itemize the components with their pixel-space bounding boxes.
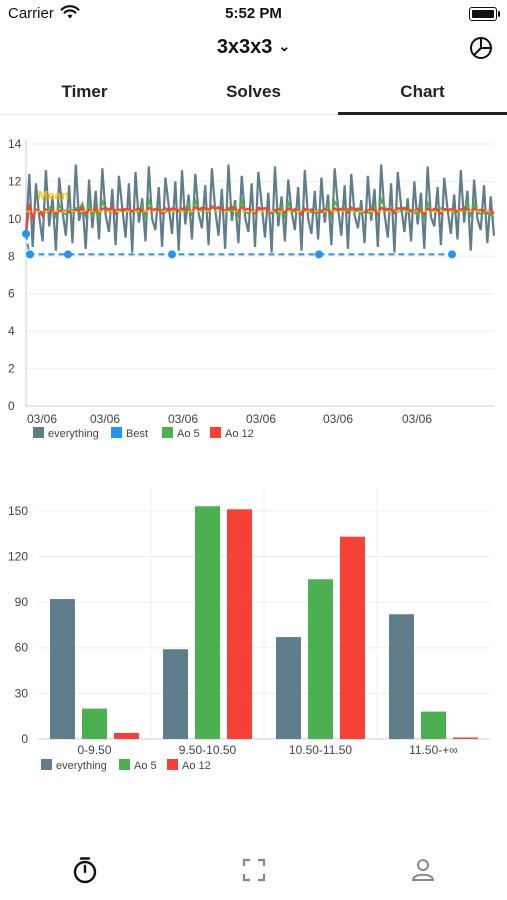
x-tick-label: 0-9.50 (77, 743, 111, 757)
legend-label: everything (56, 760, 107, 772)
profile-icon[interactable] (408, 855, 438, 885)
y-tick-label: 4 (8, 324, 15, 338)
stopwatch-icon[interactable] (70, 855, 100, 885)
battery-icon (469, 7, 500, 21)
best-point (26, 250, 34, 259)
y-tick-label: 12 (8, 174, 22, 188)
series-everything-line (24, 164, 496, 253)
legend-label: Ao 12 (182, 760, 211, 772)
bottom-nav (0, 845, 507, 895)
bar-ao5 (308, 579, 333, 739)
x-tick-label: 11.50-+∞ (409, 743, 458, 757)
bar-ao12 (453, 737, 478, 739)
legend-label: Ao 5 (177, 428, 200, 440)
legend-label: Ao 5 (134, 760, 157, 772)
y-tick-label: 60 (15, 641, 29, 655)
x-tick-label: 03/06 (402, 412, 432, 426)
legend-label: Ao 12 (225, 428, 254, 440)
legend-label: everything (48, 428, 99, 440)
best-point (168, 250, 176, 259)
status-bar: Carrier 5:52 PM (0, 0, 507, 28)
legend-swatch (119, 759, 130, 770)
tab-bar: Timer Solves Chart (0, 72, 507, 115)
x-tick-label: 03/06 (246, 412, 276, 426)
legend-swatch (111, 427, 122, 438)
distribution-bar-chart: 0 30 60 90 120 150 0-9.50 9.50-10.50 10.50-11.50… (8, 488, 490, 772)
y-tick-label: 2 (8, 362, 15, 376)
x-tick-label: 03/06 (27, 412, 57, 426)
best-point (448, 250, 456, 259)
bar-everything (276, 637, 301, 739)
tab-solves[interactable]: Solves (226, 82, 281, 101)
puzzle-label: 3x3x3 (216, 36, 273, 58)
best-point (315, 250, 323, 259)
legend-swatch (41, 759, 52, 770)
x-tick-label: 9.50-10.50 (179, 743, 237, 757)
y-tick-label: 6 (8, 287, 15, 301)
wifi-icon (60, 5, 80, 25)
x-tick-label: 03/06 (323, 412, 353, 426)
legend-swatch (210, 427, 221, 438)
solve-time-line-chart: 0 2 4 6 8 10 12 14 03/06 03/06 03/06 03/06 03/06 03/0… (8, 137, 496, 440)
app-header: 3x3x3 ⌄ (0, 28, 507, 68)
x-tick-label: 03/06 (90, 412, 120, 426)
chevron-down-icon: ⌄ (278, 38, 291, 54)
y-tick-label: 90 (15, 595, 29, 609)
puzzle-selector[interactable]: 3x3x3 ⌄ (0, 36, 507, 59)
y-tick-label: 150 (8, 504, 28, 518)
best-point (64, 250, 72, 259)
legend-label: Best (126, 428, 148, 440)
fullscreen-icon[interactable] (239, 855, 269, 885)
bar-ao5 (421, 711, 446, 739)
y-tick-label: 30 (15, 686, 29, 700)
bar-everything (163, 649, 188, 739)
bar-ao12 (227, 509, 252, 739)
y-tick-label: 120 (8, 549, 28, 563)
mean-label: Mean (38, 188, 69, 202)
y-tick-label: 0 (8, 399, 15, 413)
y-tick-label: 10 (8, 212, 22, 226)
bar-ao5 (195, 506, 220, 739)
series-ao12-line (24, 203, 495, 234)
y-tick-label: 0 (21, 732, 28, 746)
carrier-label: Carrier (8, 5, 54, 22)
y-tick-label: 14 (8, 137, 22, 151)
legend-swatch (162, 427, 173, 438)
bar-ao5 (82, 708, 107, 739)
tab-chart[interactable]: Chart (338, 72, 507, 115)
x-tick-label: 10.50-11.50 (289, 743, 352, 757)
tab-timer[interactable]: Timer (61, 82, 108, 101)
bar-ao12 (340, 536, 365, 739)
clock: 5:52 PM (225, 5, 282, 22)
pie-chart-icon[interactable] (469, 36, 493, 60)
bar-everything (50, 599, 75, 739)
x-tick-label: 03/06 (168, 412, 198, 426)
bar-ao12 (114, 732, 139, 739)
bar-everything (389, 614, 414, 739)
legend-swatch (167, 759, 178, 770)
y-tick-label: 8 (8, 249, 15, 263)
best-point (22, 229, 30, 238)
legend-swatch (33, 427, 44, 438)
